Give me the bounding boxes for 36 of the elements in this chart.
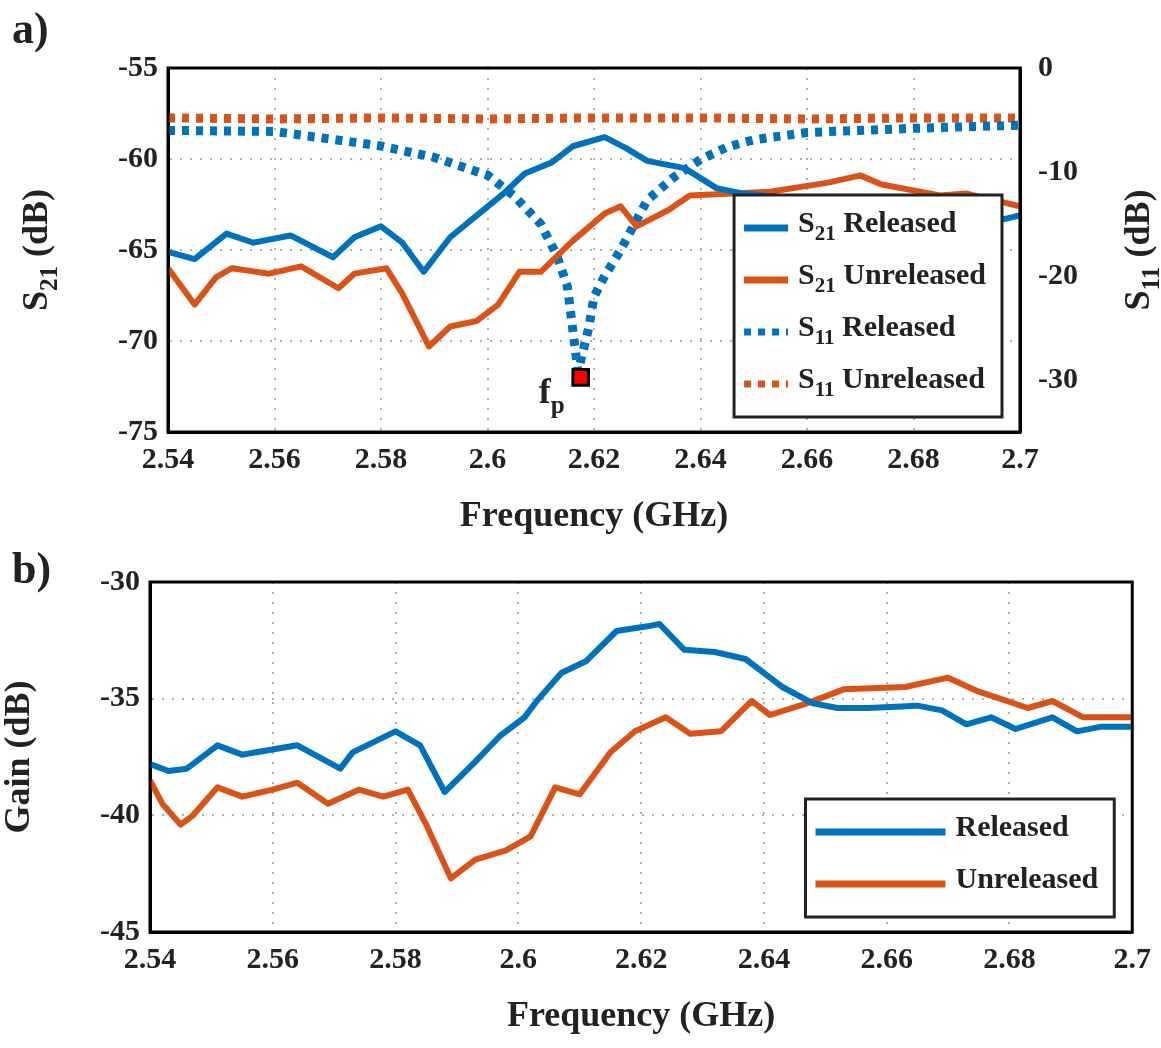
y-tick-label: -30 xyxy=(100,562,140,596)
legend-label: Released xyxy=(955,808,1070,842)
x-tick-label: 2.6 xyxy=(468,440,507,474)
y-tick-label: -40 xyxy=(100,796,140,830)
y-tick-label: -70 xyxy=(118,321,158,355)
x-tick-label: 2.58 xyxy=(369,940,422,974)
text: b) xyxy=(12,544,52,594)
y-tick-label: -55 xyxy=(118,48,158,82)
y-tick-label: -35 xyxy=(100,679,140,713)
x-tick-label: 2.68 xyxy=(983,940,1036,974)
x-tick-label: 2.64 xyxy=(674,440,727,474)
x-tick-label: 2.56 xyxy=(246,940,300,974)
x-tick-label: 2.6 xyxy=(499,940,538,974)
x-tick-label: 2.66 xyxy=(860,940,913,974)
y-tick-label: -60 xyxy=(118,139,158,173)
legend-label: Unreleased xyxy=(955,860,1099,894)
text: a) xyxy=(12,4,49,54)
x-tick-label: 2.62 xyxy=(614,940,668,974)
x-tick-label: 2.58 xyxy=(354,440,408,474)
x-tick-label: 2.66 xyxy=(780,440,834,474)
y2-tick-label: 0 xyxy=(1038,48,1053,82)
x-axis-title: Frequency (GHz) xyxy=(506,994,776,1035)
x-tick-label: 2.68 xyxy=(887,440,940,474)
x-tick-label: 2.56 xyxy=(248,440,301,474)
y2-tick-label: -20 xyxy=(1038,256,1078,290)
y2-tick-label: -30 xyxy=(1038,360,1078,394)
x-tick-label: 2.7 xyxy=(1113,940,1151,974)
y-axis-title: Gain (dB) xyxy=(0,680,38,834)
y-axis-title: S21 (dB) xyxy=(15,188,63,312)
y2-tick-label: -10 xyxy=(1038,152,1078,186)
x-tick-label: 2.7 xyxy=(1001,440,1039,474)
x-tick-label: 2.62 xyxy=(567,440,621,474)
x-axis-title: Frequency (GHz) xyxy=(459,494,729,535)
x-tick-label: 2.64 xyxy=(737,940,791,974)
y2-axis-title: S11 (dB) xyxy=(1117,189,1161,311)
y-tick-label: -65 xyxy=(118,230,158,264)
